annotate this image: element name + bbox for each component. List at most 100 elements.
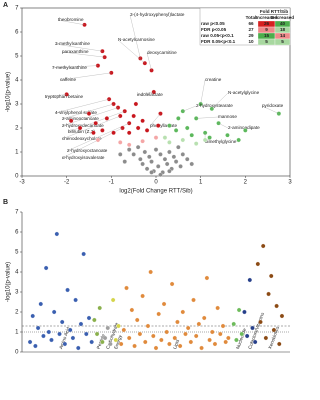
table-value: 40 [280, 21, 286, 26]
point-label: chenodeoxycholate [62, 136, 102, 141]
data-point [126, 335, 132, 341]
data-point [201, 315, 207, 321]
data-point [180, 137, 186, 143]
point-label: N-acetylcarnosine [118, 37, 155, 42]
data-point [140, 161, 145, 167]
y-tick-label: 6 [15, 230, 19, 236]
data-point [38, 301, 44, 307]
data-point [189, 161, 194, 167]
data-point [81, 251, 86, 257]
data-point [133, 101, 139, 107]
point-label: caffeine [60, 77, 76, 82]
leader-line [196, 116, 219, 119]
data-point [138, 156, 143, 162]
data-point [155, 164, 161, 169]
data-point [100, 48, 105, 54]
leader-line [117, 39, 145, 64]
data-point [193, 141, 199, 146]
y-tick-label: 4 [15, 78, 19, 84]
data-point [193, 333, 199, 339]
data-point [144, 166, 150, 172]
y-tick-label: 2 [15, 310, 19, 316]
data-point [49, 337, 54, 343]
data-point [185, 125, 190, 131]
y-tick-label: 7 [15, 6, 19, 12]
data-point [100, 339, 105, 345]
data-point [27, 339, 33, 345]
point-label: α-hydroxyisovalerate [62, 155, 105, 160]
data-point [242, 309, 247, 315]
leader-line [149, 113, 161, 127]
data-point [158, 172, 163, 178]
data-point [126, 147, 132, 152]
leader-line [200, 79, 206, 105]
data-point [153, 135, 159, 140]
data-point [226, 335, 231, 341]
data-point [212, 341, 218, 347]
leader-line [54, 43, 103, 52]
leader-line [61, 51, 105, 58]
point-label: mannose [218, 114, 237, 119]
data-point [51, 309, 57, 315]
leader-line [66, 123, 130, 152]
data-point [134, 317, 140, 323]
data-point [35, 325, 41, 331]
data-point [145, 323, 151, 329]
data-point [252, 339, 258, 345]
data-point [144, 128, 150, 133]
data-point [129, 307, 135, 313]
table-header: Increased [256, 15, 278, 20]
panel-label: A [3, 2, 8, 9]
data-point [92, 317, 97, 323]
data-point [173, 159, 179, 164]
data-point [183, 331, 188, 337]
data-point [97, 305, 102, 311]
panel-label: B [3, 199, 8, 206]
data-point [59, 319, 65, 325]
data-point [178, 164, 183, 169]
y-tick-label: 1 [15, 330, 19, 336]
point-label: deoxycarnitine [147, 50, 177, 55]
point-label: 3-(4-hydroxyphenyl)lactate [130, 12, 185, 17]
data-point [234, 337, 239, 343]
data-point [126, 142, 132, 148]
data-point [147, 154, 152, 160]
data-point [239, 331, 245, 337]
data-point [176, 144, 181, 150]
data-point [140, 118, 145, 124]
data-point [62, 341, 68, 347]
y-tick-label: 0 [15, 350, 19, 356]
data-point [188, 339, 194, 345]
data-point [172, 335, 178, 341]
data-point [43, 265, 49, 271]
data-point [271, 327, 277, 333]
y-tick-label: 4 [15, 270, 19, 276]
data-point [153, 345, 159, 351]
data-point [68, 118, 74, 124]
data-point [255, 261, 261, 267]
data-point [191, 297, 196, 303]
data-point [155, 123, 161, 128]
data-point [218, 331, 223, 337]
point-label: N-acetylglycine [228, 90, 260, 95]
y-axis-label: -log10(p-value) [6, 72, 12, 112]
data-point [185, 156, 190, 162]
data-point [279, 313, 285, 319]
leader-line [136, 91, 154, 96]
data-point [167, 140, 172, 145]
table-cell [274, 38, 291, 46]
data-point [124, 285, 129, 291]
table-header: Decreased [271, 15, 294, 20]
data-point [199, 345, 204, 351]
data-point [167, 123, 172, 128]
data-point [250, 325, 255, 331]
data-point [231, 321, 236, 327]
data-point [78, 321, 84, 327]
data-point [121, 327, 127, 333]
leader-line [44, 94, 67, 98]
data-point [161, 301, 167, 307]
data-point [225, 132, 230, 138]
data-point [94, 331, 100, 337]
table-value: 5 [265, 39, 268, 44]
category-label: Cofactors/Vitamins [247, 311, 265, 350]
